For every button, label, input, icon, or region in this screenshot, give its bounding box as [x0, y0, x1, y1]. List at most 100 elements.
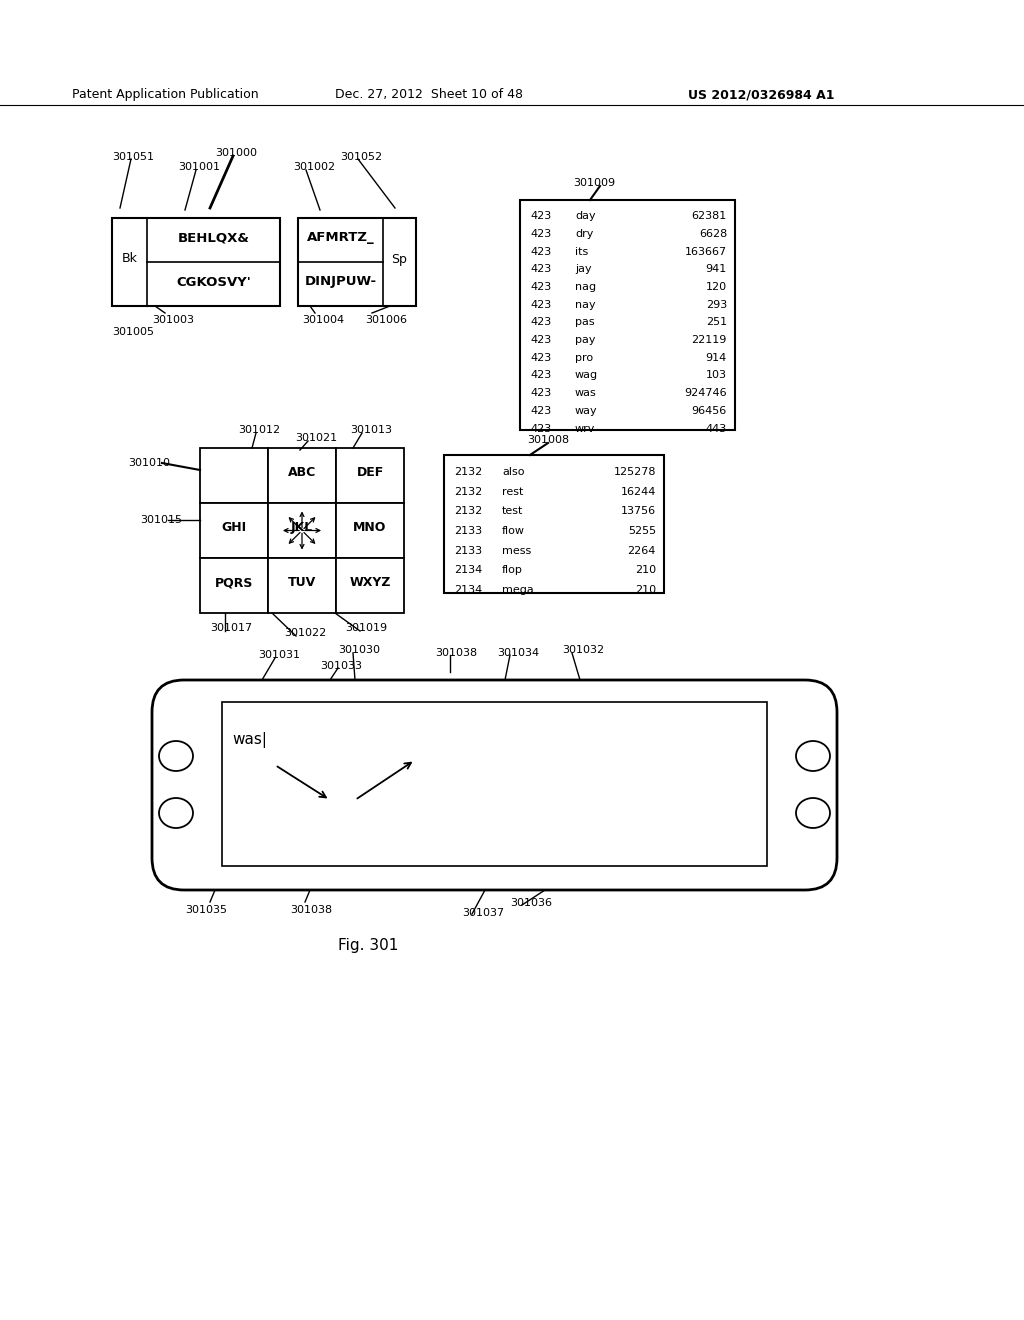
Bar [112, 218, 280, 306]
Text: Dec. 27, 2012  Sheet 10 of 48: Dec. 27, 2012 Sheet 10 of 48 [335, 88, 523, 102]
Text: flop: flop [502, 565, 523, 576]
Text: 423: 423 [530, 335, 551, 345]
Text: 2264: 2264 [628, 545, 656, 556]
Text: pay: pay [575, 335, 596, 345]
Text: 301003: 301003 [152, 315, 194, 325]
Text: 16244: 16244 [621, 487, 656, 496]
Text: BEHLQX&: BEHLQX& [177, 231, 250, 244]
Bar [200, 447, 268, 503]
Text: 301006: 301006 [365, 315, 407, 325]
Text: 301030: 301030 [338, 645, 380, 655]
Text: 2134: 2134 [454, 565, 482, 576]
Text: 301009: 301009 [573, 178, 615, 187]
Text: 120: 120 [706, 282, 727, 292]
Text: DINJPUW-: DINJPUW- [304, 276, 377, 289]
Text: flow: flow [502, 527, 525, 536]
Text: 301004: 301004 [302, 315, 344, 325]
Text: 2133: 2133 [454, 545, 482, 556]
Text: nay: nay [575, 300, 596, 310]
Text: WXYZ: WXYZ [349, 576, 391, 589]
Text: 301019: 301019 [345, 623, 387, 634]
Bar [336, 558, 404, 612]
Text: 13756: 13756 [621, 507, 656, 516]
Bar [520, 201, 735, 430]
Bar [268, 503, 336, 558]
Text: MNO: MNO [353, 521, 387, 535]
Text: 301032: 301032 [562, 645, 604, 655]
Text: nag: nag [575, 282, 596, 292]
Text: 914: 914 [706, 352, 727, 363]
Ellipse shape [796, 799, 830, 828]
Text: 301021: 301021 [295, 433, 337, 444]
Text: GHI: GHI [221, 521, 247, 535]
Text: 210: 210 [635, 585, 656, 595]
Text: 2132: 2132 [454, 487, 482, 496]
Text: 62381: 62381 [692, 211, 727, 222]
Bar [200, 503, 268, 558]
Text: 6628: 6628 [698, 228, 727, 239]
Text: 301001: 301001 [178, 162, 220, 172]
Text: jay: jay [575, 264, 592, 275]
Text: 301000: 301000 [215, 148, 257, 158]
Text: day: day [575, 211, 596, 222]
Text: 423: 423 [530, 424, 551, 433]
Text: TUV: TUV [288, 576, 316, 589]
Text: 301008: 301008 [527, 436, 569, 445]
Text: dry: dry [575, 228, 593, 239]
Text: AFMRTZ_: AFMRTZ_ [306, 231, 375, 244]
Text: DEF: DEF [356, 466, 384, 479]
Text: 2134: 2134 [454, 585, 482, 595]
Text: 423: 423 [530, 371, 551, 380]
Text: 924746: 924746 [684, 388, 727, 399]
Text: 2133: 2133 [454, 527, 482, 536]
Text: 423: 423 [530, 352, 551, 363]
Text: 103: 103 [706, 371, 727, 380]
Text: 2132: 2132 [454, 507, 482, 516]
Text: 423: 423 [530, 264, 551, 275]
Text: 301037: 301037 [462, 908, 504, 917]
Text: 96456: 96456 [692, 405, 727, 416]
Text: also: also [502, 467, 524, 477]
Text: 423: 423 [530, 300, 551, 310]
Text: Bk: Bk [122, 252, 137, 265]
Text: 301002: 301002 [293, 162, 335, 172]
Text: pro: pro [575, 352, 593, 363]
Text: 423: 423 [530, 317, 551, 327]
Text: test: test [502, 507, 523, 516]
Text: pas: pas [575, 317, 595, 327]
Text: mess: mess [502, 545, 531, 556]
Text: 301052: 301052 [340, 152, 382, 162]
Bar [336, 447, 404, 503]
Text: 301035: 301035 [185, 906, 227, 915]
Bar [222, 702, 767, 866]
Text: 423: 423 [530, 282, 551, 292]
Text: 301017: 301017 [210, 623, 252, 634]
Text: way: way [575, 405, 598, 416]
Text: ABC: ABC [288, 466, 316, 479]
Text: 301038: 301038 [435, 648, 477, 657]
Text: mega: mega [502, 585, 534, 595]
Text: rest: rest [502, 487, 523, 496]
Text: PQRS: PQRS [215, 576, 253, 589]
Text: 301038: 301038 [290, 906, 332, 915]
Bar [298, 218, 416, 306]
Text: 5255: 5255 [628, 527, 656, 536]
Ellipse shape [159, 741, 193, 771]
Text: 301031: 301031 [258, 649, 300, 660]
Bar [268, 558, 336, 612]
Text: 210: 210 [635, 565, 656, 576]
Text: was|: was| [232, 733, 267, 748]
Text: wag: wag [575, 371, 598, 380]
FancyBboxPatch shape [152, 680, 837, 890]
Text: 301022: 301022 [284, 628, 327, 638]
Text: 301051: 301051 [112, 152, 154, 162]
Ellipse shape [796, 741, 830, 771]
Bar [200, 558, 268, 612]
Text: 301015: 301015 [140, 515, 182, 525]
Text: 301005: 301005 [112, 327, 154, 337]
Ellipse shape [159, 799, 193, 828]
Text: Patent Application Publication: Patent Application Publication [72, 88, 259, 102]
Text: was: was [575, 388, 597, 399]
Text: 301034: 301034 [497, 648, 539, 657]
Text: CGKOSVY': CGKOSVY' [176, 276, 251, 289]
